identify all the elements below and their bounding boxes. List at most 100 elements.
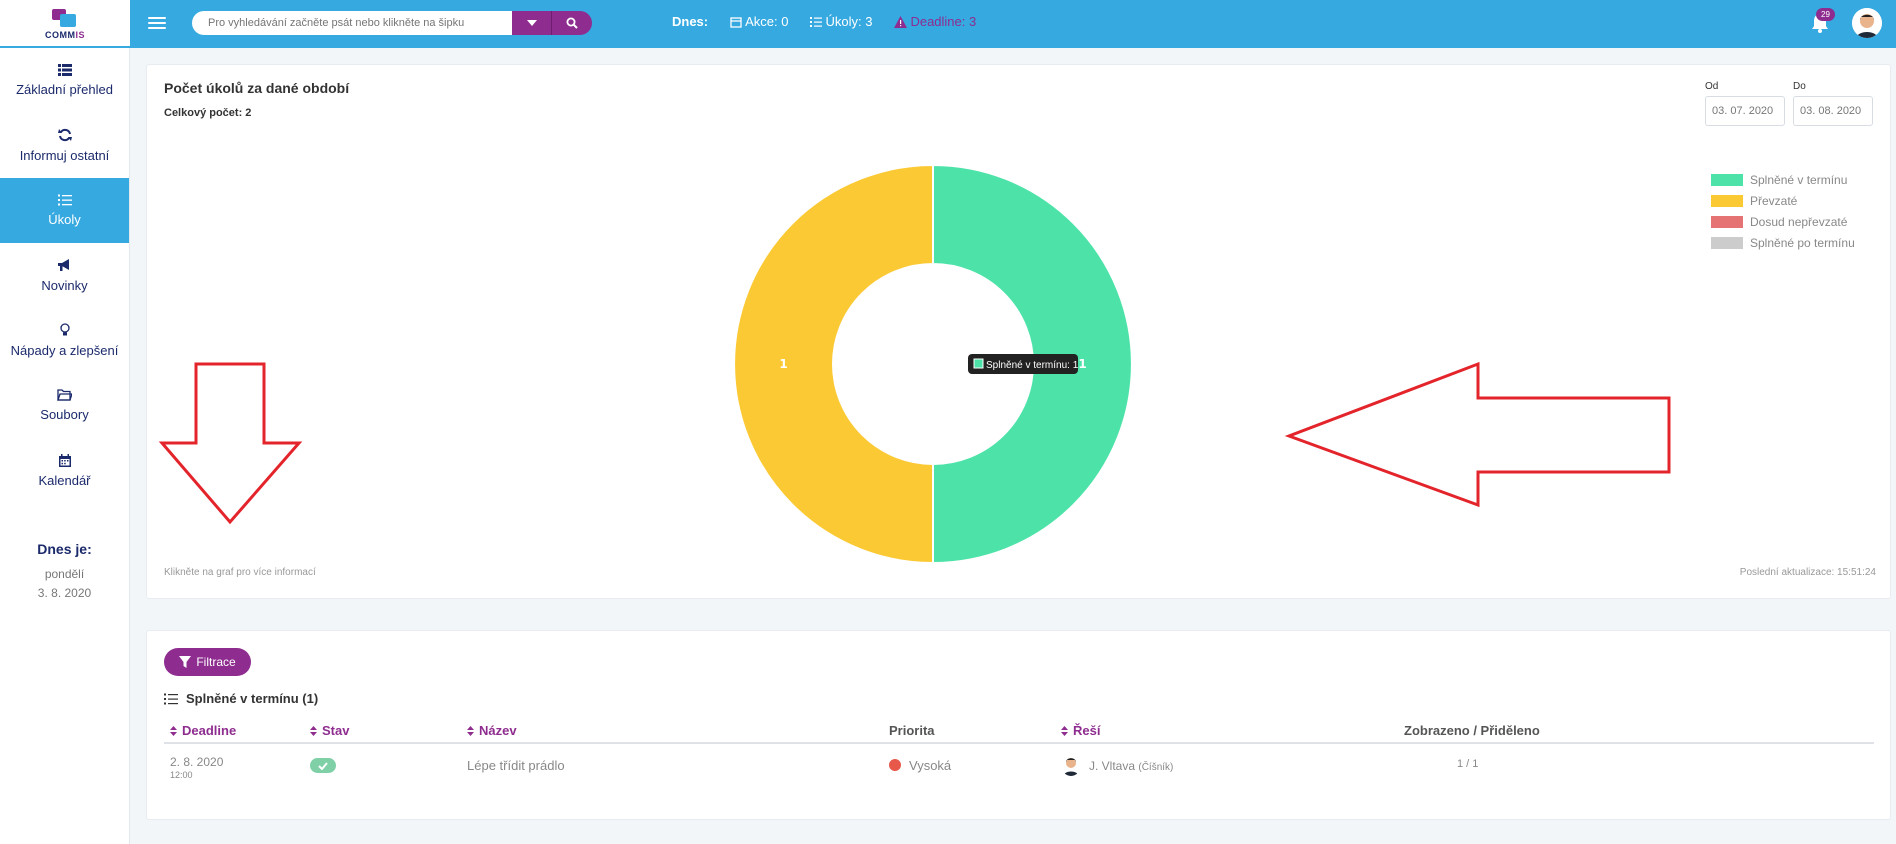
legend-item[interactable]: Převzaté: [1711, 190, 1855, 211]
check-icon: [318, 761, 328, 770]
table-row[interactable]: 2. 8. 2020 12:00 Lépe třídit prádlo Vyso…: [164, 746, 1874, 786]
date-from-label: Od: [1705, 81, 1719, 92]
folder-icon: [57, 389, 72, 401]
section-title-text: Splněné v termínu (1): [186, 691, 319, 706]
priority-text: Vysoká: [909, 758, 952, 773]
slice-value-label: 1: [779, 357, 787, 371]
chart-hint: Klikněte na graf pro více informací: [164, 567, 316, 578]
date-to-label: Do: [1793, 81, 1806, 92]
logo-mark-icon: [50, 7, 80, 29]
sidebar: Základní přehled Informuj ostatní Úkoly …: [0, 48, 130, 844]
chart-total: Celkový počet: 2: [164, 107, 252, 119]
sidebar-item-calendar[interactable]: Kalendář: [0, 438, 129, 503]
solver-avatar: [1061, 754, 1081, 776]
app-logo[interactable]: COMMIS: [0, 0, 130, 48]
donut-slice[interactable]: [932, 163, 1133, 565]
cell-status: [310, 758, 336, 773]
search-icon: [566, 17, 578, 29]
sort-icon: [467, 725, 474, 736]
today-summary: Dnes: Akce: 0 Úkoly: 3 Deadline: 3: [672, 14, 998, 29]
column-header-shown: Zobrazeno / Přiděleno: [1404, 723, 1540, 738]
legend-item[interactable]: Splněné po termínu: [1711, 232, 1855, 253]
donut-slice[interactable]: [733, 163, 934, 565]
today-tasks-text: Úkoly: 3: [825, 14, 873, 29]
sidebar-item-label: Kalendář: [38, 472, 91, 488]
sort-icon: [310, 725, 317, 736]
legend-swatch: [1711, 215, 1743, 228]
calendar-icon: [730, 16, 742, 28]
date-to-input[interactable]: [1793, 96, 1873, 126]
tasks-icon: [810, 16, 823, 27]
sidebar-item-news[interactable]: Novinky: [0, 243, 129, 308]
warning-icon: [894, 15, 908, 28]
cell-solver: J. Vltava (Číšník): [1061, 754, 1173, 776]
cell-name[interactable]: Lépe třídit prádlo: [467, 758, 565, 773]
slice-value-label: 1: [1078, 357, 1086, 371]
date-from-input[interactable]: [1705, 96, 1785, 126]
deadline-date: 2. 8. 2020: [170, 755, 224, 769]
chart-legend: Splněné v termínu Převzaté Dosud nepřevzat…: [1711, 169, 1855, 253]
date-from-group: Od: [1705, 81, 1785, 126]
search-button[interactable]: [552, 11, 592, 35]
tasks-table-card: Filtrace Splněné v termínu (1) Deadline …: [146, 630, 1891, 820]
sidebar-item-label: Soubory: [40, 407, 89, 422]
today-actions-link[interactable]: Akce: 0: [730, 14, 788, 29]
sidebar-item-ideas[interactable]: Nápady a zlepšení: [0, 308, 129, 373]
chart-title: Počet úkolů za dané období: [164, 80, 350, 96]
last-updated: Poslední aktualizace: 15:51:24: [1739, 567, 1876, 578]
user-avatar[interactable]: [1852, 8, 1882, 38]
chart-tooltip: Splněné v termínu: 1: [968, 354, 1079, 374]
priority-dot: [889, 759, 901, 771]
deadline-time: 12:00: [170, 770, 193, 780]
today-deadline-link[interactable]: Deadline: 3: [894, 14, 976, 29]
cell-deadline: 2. 8. 2020 12:00: [170, 756, 223, 782]
legend-label: Převzaté: [1750, 193, 1798, 208]
date-to-group: Do: [1793, 81, 1873, 126]
today-deadline-text: Deadline: 3: [910, 14, 977, 29]
search-bar: [192, 11, 592, 35]
search-dropdown-button[interactable]: [512, 11, 552, 35]
filter-button[interactable]: Filtrace: [164, 648, 251, 676]
legend-label: Splněné v termínu: [1750, 172, 1848, 187]
section-title: Splněné v termínu (1): [164, 691, 318, 706]
legend-item[interactable]: Splněné v termínu: [1711, 169, 1855, 190]
sidebar-item-label: Novinky: [41, 277, 88, 293]
legend-label: Dosud nepřevzaté: [1750, 214, 1848, 229]
today-date: 3. 8. 2020: [37, 586, 92, 600]
legend-swatch: [1711, 173, 1743, 186]
sidebar-item-label: Základní přehled: [16, 82, 113, 97]
column-header-solver[interactable]: Řeší: [1061, 723, 1100, 738]
list-icon: [57, 64, 72, 76]
solver-name: J. Vltava: [1089, 759, 1136, 773]
lightbulb-icon: [59, 323, 70, 336]
column-header-deadline[interactable]: Deadline: [170, 723, 236, 738]
column-header-status[interactable]: Stav: [310, 723, 349, 738]
table-header: Deadline Stav Název Priorita Řeší Zobraz…: [164, 723, 1874, 744]
filter-label: Filtrace: [196, 655, 236, 669]
sidebar-item-label: Nápady a zlepšení: [10, 343, 119, 358]
sidebar-item-files[interactable]: Soubory: [0, 373, 129, 438]
sidebar-item-overview[interactable]: Základní přehled: [0, 48, 129, 113]
status-done-badge: [310, 758, 336, 773]
caret-down-icon: [526, 20, 537, 26]
sidebar-item-inform[interactable]: Informuj ostatní: [0, 113, 129, 178]
column-header-priority: Priorita: [889, 723, 935, 738]
today-tasks-link[interactable]: Úkoly: 3: [810, 14, 872, 29]
legend-item[interactable]: Dosud nepřevzaté: [1711, 211, 1855, 232]
megaphone-icon: [58, 258, 69, 271]
search-input[interactable]: [192, 11, 512, 35]
menu-toggle-icon[interactable]: [148, 14, 166, 32]
sidebar-item-label: Úkoly: [48, 212, 81, 227]
legend-label: Splněné po termínu: [1750, 235, 1855, 250]
notification-badge[interactable]: 29: [1816, 8, 1835, 21]
today-day: pondělí: [44, 567, 85, 581]
cell-priority: Vysoká: [889, 758, 951, 773]
today-heading: Dnes je:: [37, 541, 92, 557]
sidebar-item-tasks[interactable]: Úkoly: [0, 178, 129, 243]
today-box: Dnes je: pondělí 3. 8. 2020: [0, 541, 129, 603]
tasks-icon: [57, 194, 72, 206]
svg-text:Splněné v termínu: 1: Splněné v termínu: 1: [986, 360, 1079, 371]
column-header-name[interactable]: Název: [467, 723, 517, 738]
donut-chart[interactable]: 11 Splněné v termínu: 1: [147, 65, 1892, 600]
tasks-icon: [164, 693, 178, 704]
